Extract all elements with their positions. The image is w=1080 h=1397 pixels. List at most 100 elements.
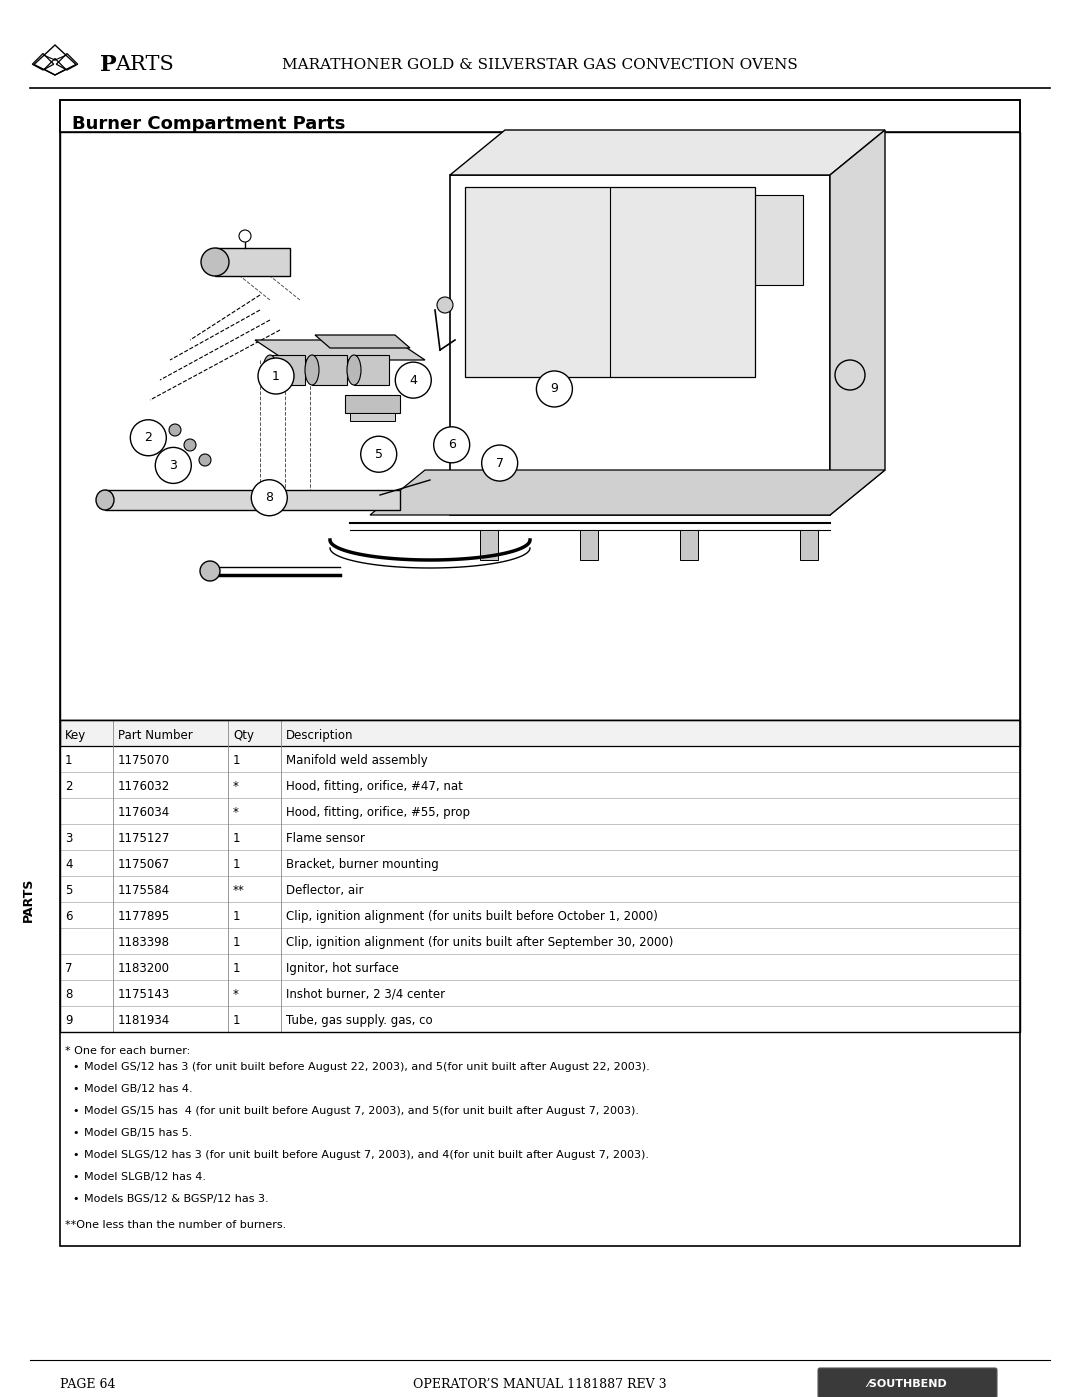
Bar [580,529,598,560]
Circle shape [200,562,220,581]
Text: 4: 4 [409,373,417,387]
Circle shape [361,436,396,472]
Bar [680,529,698,560]
Bar [60,719,1020,746]
Text: OPERATOR’S MANUAL 1181887 REV 3: OPERATOR’S MANUAL 1181887 REV 3 [414,1377,666,1390]
Polygon shape [270,355,305,386]
Text: 1183200: 1183200 [118,961,170,975]
Text: •: • [72,1172,79,1182]
Text: 4: 4 [65,858,72,870]
Text: 1: 1 [233,1014,241,1027]
Polygon shape [450,130,885,175]
Text: 1: 1 [65,754,72,767]
Text: Model GB/15 has 5.: Model GB/15 has 5. [84,1127,192,1139]
Text: P: P [100,54,117,75]
Text: Model GS/12 has 3 (for unit built before August 22, 2003), and 5(for unit built : Model GS/12 has 3 (for unit built before… [84,1062,650,1071]
Polygon shape [831,130,885,515]
Bar [800,529,818,560]
Text: 1: 1 [272,370,280,383]
Text: PAGE 64: PAGE 64 [60,1377,116,1390]
Bar [480,529,498,560]
Text: 6: 6 [448,439,456,451]
Circle shape [199,454,211,467]
Circle shape [184,439,195,451]
Text: Inshot burner, 2 3/4 center: Inshot burner, 2 3/4 center [286,988,445,1000]
Circle shape [131,419,166,455]
Text: Ignitor, hot surface: Ignitor, hot surface [286,961,399,975]
Text: Models BGS/12 & BGSP/12 has 3.: Models BGS/12 & BGSP/12 has 3. [84,1194,269,1204]
Circle shape [537,372,572,407]
Text: 6: 6 [65,909,72,923]
Text: Bracket, burner mounting: Bracket, burner mounting [286,858,438,870]
Polygon shape [105,490,400,510]
Circle shape [201,249,229,277]
Bar [60,876,1020,902]
Text: •: • [72,1150,79,1160]
Text: Qty: Qty [233,729,254,742]
Bar [650,196,718,285]
Text: Hood, fitting, orifice, #47, nat: Hood, fitting, orifice, #47, nat [286,780,462,793]
Bar [60,981,1020,1006]
Text: 1176034: 1176034 [118,806,170,819]
Bar [60,902,1020,928]
Text: Burner Compartment Parts: Burner Compartment Parts [72,115,346,133]
Text: MARATHONER GOLD & SILVERSTAR GAS CONVECTION OVENS: MARATHONER GOLD & SILVERSTAR GAS CONVECT… [282,59,798,73]
Circle shape [258,358,294,394]
Text: 1175127: 1175127 [118,831,171,845]
Text: 1175070: 1175070 [118,754,170,767]
Text: Hood, fitting, orifice, #55, prop: Hood, fitting, orifice, #55, prop [286,806,470,819]
Circle shape [156,447,191,483]
Text: Flame sensor: Flame sensor [286,831,365,845]
Text: •: • [72,1062,79,1071]
Text: Part Number: Part Number [118,729,192,742]
Text: 1: 1 [233,936,241,949]
Circle shape [395,362,431,398]
Text: ⁄SOUTHBEND: ⁄SOUTHBEND [867,1379,947,1389]
Polygon shape [255,339,426,360]
Text: Model GS/15 has  4 (for unit built before August 7, 2003), and 5(for unit built : Model GS/15 has 4 (for unit built before… [84,1106,639,1116]
Bar [60,131,1020,719]
Bar [60,849,1020,876]
Bar [60,798,1020,824]
Text: •: • [72,1127,79,1139]
Bar [465,187,755,377]
Ellipse shape [96,490,114,510]
Text: 3: 3 [170,458,177,472]
Text: Model SLGS/12 has 3 (for unit built before August 7, 2003), and 4(for unit built: Model SLGS/12 has 3 (for unit built befo… [84,1150,649,1160]
Text: •: • [72,1194,79,1204]
Text: 1177895: 1177895 [118,909,170,923]
Text: •: • [72,1106,79,1116]
Text: Clip, ignition alignment (for units built after September 30, 2000): Clip, ignition alignment (for units buil… [286,936,673,949]
Text: * One for each burner:: * One for each burner: [65,1046,190,1056]
Text: *: * [233,780,239,793]
Text: 1183398: 1183398 [118,936,170,949]
Text: 9: 9 [551,383,558,395]
Circle shape [168,425,181,436]
Bar [345,395,400,414]
Text: 1: 1 [233,961,241,975]
Circle shape [434,427,470,462]
Text: 8: 8 [65,988,72,1000]
Text: Model GB/12 has 4.: Model GB/12 has 4. [84,1084,192,1094]
Bar [60,101,1020,1246]
Text: 1: 1 [233,754,241,767]
Bar [60,1006,1020,1032]
Bar [60,928,1020,954]
Bar [215,249,291,277]
Text: 1181934: 1181934 [118,1014,170,1027]
Ellipse shape [305,355,319,386]
Text: 9: 9 [65,1014,72,1027]
Text: 1175584: 1175584 [118,884,170,897]
Circle shape [252,479,287,515]
Text: 8: 8 [266,492,273,504]
Bar [60,746,1020,773]
Bar [450,175,831,515]
Bar [60,101,1020,131]
Text: 3: 3 [65,831,72,845]
Text: Model SLGB/12 has 4.: Model SLGB/12 has 4. [84,1172,206,1182]
Text: 1: 1 [233,909,241,923]
Text: Deflector, air: Deflector, air [286,884,363,897]
Bar [470,196,538,285]
Ellipse shape [264,355,276,386]
Polygon shape [370,469,885,515]
